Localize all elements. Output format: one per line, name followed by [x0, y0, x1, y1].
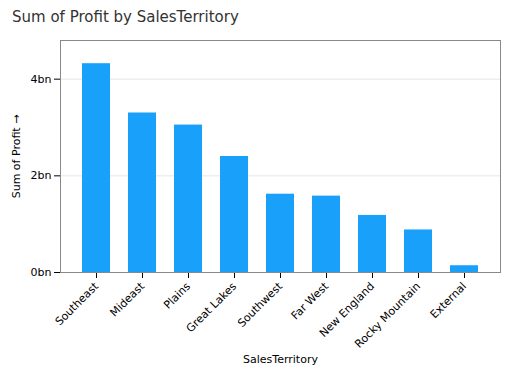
html-text:Sum of Profit by SalesTerritor: Sum of Profit by SalesTerritory: [12, 8, 239, 26]
svg-text:Rocky Mountain: Rocky Mountain: [352, 280, 423, 351]
svg-text:Plains: Plains: [161, 280, 193, 312]
svg-text:Great Lakes: Great Lakes: [184, 280, 240, 336]
svg-text:Southwest: Southwest: [235, 279, 286, 330]
svg-text:2bn: 2bn: [31, 169, 52, 182]
svg-text:Far West: Far West: [289, 279, 332, 322]
svg-text:4bn: 4bn: [31, 73, 52, 86]
svg-text:Sum of Profit →: Sum of Profit →: [10, 115, 23, 199]
svg-text:Mideast: Mideast: [107, 279, 147, 319]
svg-text:0bn: 0bn: [31, 266, 52, 279]
svg-text:External: External: [428, 280, 469, 321]
svg-text:New England: New England: [316, 279, 378, 340]
svg-text:SalesTerritory: SalesTerritory: [243, 353, 318, 366]
svg-text:Southeast: Southeast: [53, 279, 102, 328]
